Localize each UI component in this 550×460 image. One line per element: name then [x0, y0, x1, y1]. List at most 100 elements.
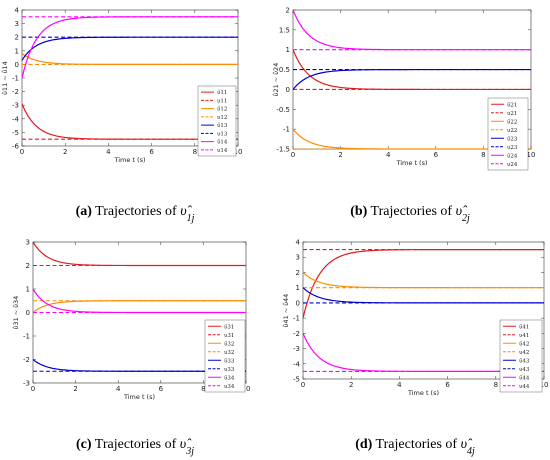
plot-area [293, 10, 531, 149]
legend-entry: υ14 [217, 148, 228, 154]
y-tick-label: -6 [12, 143, 20, 151]
plot-area [303, 249, 544, 372]
legend-entry: υ̂33 [224, 358, 235, 364]
legend-entry: υ21 [507, 111, 517, 117]
panel-d: 0 2 4 6 8 10 -5 -4 -3 -2 -1 0 1 2 3 4 Time t (s) υ̂41 ~ υ… [282, 239, 548, 457]
x-tick-label: 4 [116, 385, 121, 393]
y-axis-label: υ̂31 ~ υ̂34 [12, 296, 20, 330]
y-tick-label: 1 [26, 286, 30, 294]
caption-subscript: 2j [462, 213, 470, 224]
y-tick-label: -1 [283, 126, 290, 134]
y-tick-label: 1.5 [279, 26, 290, 34]
y-axis-label: υ̂41 ~ υ̂44 [282, 294, 290, 328]
y-tick-label: 2 [26, 262, 30, 270]
y-tick-label: -3 [12, 102, 19, 110]
legend: υ̂11 υ11 υ̂12 υ12 υ̂13 υ13 υ̂14 υ14 [197, 85, 237, 157]
panel-caption: (c) Trajectories of υ̂3j [76, 437, 194, 457]
y-tick-label: 2 [15, 34, 19, 42]
y-tick-label: -0.5 [276, 106, 290, 114]
legend-entry: υ̂14 [217, 140, 228, 146]
x-tick-label: 8 [201, 385, 205, 393]
y-tick-label: 0 [26, 309, 30, 317]
legend-entry: υ̂31 [224, 324, 234, 330]
legend-entry: υ13 [217, 131, 228, 137]
caption-text: Trajectories of [372, 437, 460, 452]
y-tick-label: 1 [15, 47, 19, 55]
y-tick-label: 0 [286, 86, 290, 94]
x-tick-label: 6 [159, 385, 164, 393]
y-tick-label: 2 [296, 269, 300, 277]
legend-entry: υ̂32 [224, 341, 234, 347]
legend-entry: υ̂41 [519, 324, 529, 330]
legend-entry: υ̂42 [519, 341, 529, 347]
x-tick-label: 0 [291, 151, 295, 159]
x-tick-label: 8 [481, 151, 485, 159]
y-tick-label: -1.5 [276, 146, 290, 154]
caption-tag: (d) [355, 437, 372, 452]
caption-text: Trajectories of [367, 204, 455, 219]
panel-c: 0 2 4 6 8 10 -3 -2 -1 0 1 2 3 Time t (s) υ̂31 ~ υ̂34 υ̂… [12, 239, 250, 457]
caption-text: Trajectories of [92, 204, 180, 219]
y-tick-label: -5 [12, 129, 19, 137]
x-axis-label: Time t (s) [407, 389, 439, 397]
caption-subscript: 1j [187, 213, 195, 224]
caption-tag: (c) [76, 437, 92, 452]
legend-box [204, 319, 246, 393]
legend-entry: υ̂13 [217, 123, 228, 129]
panel-b: 0 2 4 6 8 10 -1.5 -1 -0.5 0 0.5 1 1.5 2 Time t (s) υ̂21… [272, 7, 535, 224]
legend-entry: υ̂22 [507, 119, 517, 125]
y-tick-label: 4 [15, 7, 20, 15]
x-tick-label: 0 [20, 148, 24, 156]
x-tick-label: 2 [349, 381, 353, 389]
legend-box [499, 319, 543, 393]
y-tick-label: 3 [26, 239, 30, 247]
y-tick-label: -2 [23, 356, 30, 364]
x-tick-label: 6 [149, 148, 154, 156]
legend-entry: υ42 [519, 350, 529, 356]
legend-box [197, 85, 237, 157]
y-tick-label: 1 [296, 284, 300, 292]
y-tick-label: 0 [15, 61, 19, 69]
x-tick-label: 10 [234, 148, 243, 156]
legend-entry: υ22 [507, 128, 517, 134]
legend-entry: υ41 [519, 333, 529, 339]
y-axis-label: υ̂11 ~ υ̂14 [1, 61, 9, 95]
legend-entry: υ̂11 [217, 90, 227, 96]
legend-entry: υ̂44 [519, 375, 530, 381]
legend-entry: υ̂23 [507, 136, 518, 142]
legend-entry: υ23 [507, 145, 518, 151]
x-tick-label: 2 [338, 151, 342, 159]
x-axis-label: Time t (s) [395, 159, 427, 167]
legend-entry: υ̂24 [507, 153, 518, 159]
x-tick-label: 2 [63, 148, 67, 156]
caption-text: Trajectories of [92, 437, 180, 452]
legend-entry: υ34 [224, 384, 235, 390]
x-tick-label: 6 [445, 381, 450, 389]
y-tick-label: -4 [12, 115, 20, 123]
x-tick-label: 10 [527, 151, 536, 159]
caption-subscript: 4j [467, 446, 475, 457]
legend-box [487, 97, 529, 171]
y-axis-label: υ̂21 ~ υ̂24 [272, 63, 280, 97]
y-tick-label: 4 [296, 239, 301, 247]
y-tick-label: -2 [12, 88, 19, 96]
x-tick-label: 8 [193, 148, 197, 156]
x-tick-label: 4 [397, 381, 402, 389]
legend-entry: υ44 [519, 384, 530, 390]
y-tick-label: -5 [293, 376, 300, 384]
caption-subscript: 3j [185, 446, 194, 457]
y-tick-label: 3 [296, 254, 300, 262]
legend-entry: υ43 [519, 367, 530, 373]
y-tick-label: -1 [293, 315, 300, 323]
x-tick-label: 8 [494, 381, 498, 389]
legend-entry: υ̂21 [507, 102, 517, 108]
x-tick-label: 6 [434, 151, 439, 159]
legend-entry: υ12 [217, 115, 227, 121]
y-tick-label: -2 [293, 330, 300, 338]
y-tick-label: -4 [293, 360, 301, 368]
legend-entry: υ24 [507, 162, 518, 168]
y-tick-label: -1 [23, 333, 30, 341]
panel-caption: (b) Trajectories of υ̂2j [350, 204, 470, 224]
legend-entry: υ32 [224, 350, 234, 356]
panel-caption: (a) Trajectories of υ̂1j [76, 204, 195, 224]
